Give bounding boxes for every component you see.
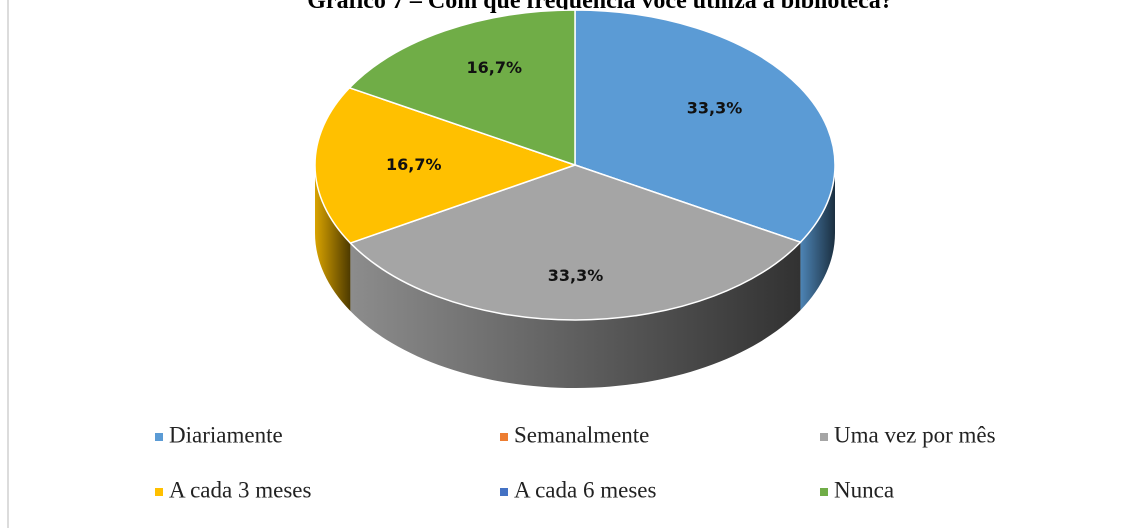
pie-side xyxy=(350,242,801,388)
pie-slice xyxy=(348,9,576,167)
pie-side xyxy=(800,165,835,311)
legend-label: Nunca xyxy=(834,477,894,502)
pie-slice xyxy=(574,9,836,244)
data-label: 33,3% xyxy=(687,99,743,118)
data-label: 33,3% xyxy=(548,266,604,285)
legend-swatch xyxy=(500,488,508,496)
legend-swatch xyxy=(820,433,828,441)
pie-slice xyxy=(314,86,578,244)
legend-label: Diariamente xyxy=(169,422,283,447)
pie-side xyxy=(315,165,351,312)
pie-slice xyxy=(349,164,802,321)
chart-title: Gráfico 7 – Com que frequência você util… xyxy=(307,0,892,14)
legend-label: A cada 6 meses xyxy=(514,477,656,502)
data-label: 16,7% xyxy=(386,155,442,174)
legend-swatch xyxy=(155,433,163,441)
legend-label: Uma vez por mês xyxy=(834,422,996,447)
legend-label: A cada 3 meses xyxy=(169,477,311,502)
legend-swatch xyxy=(500,433,508,441)
legend-swatch xyxy=(820,488,828,496)
legend-label: Semanalmente xyxy=(514,422,649,447)
legend-swatch xyxy=(155,488,163,496)
data-label: 16,7% xyxy=(466,58,522,77)
